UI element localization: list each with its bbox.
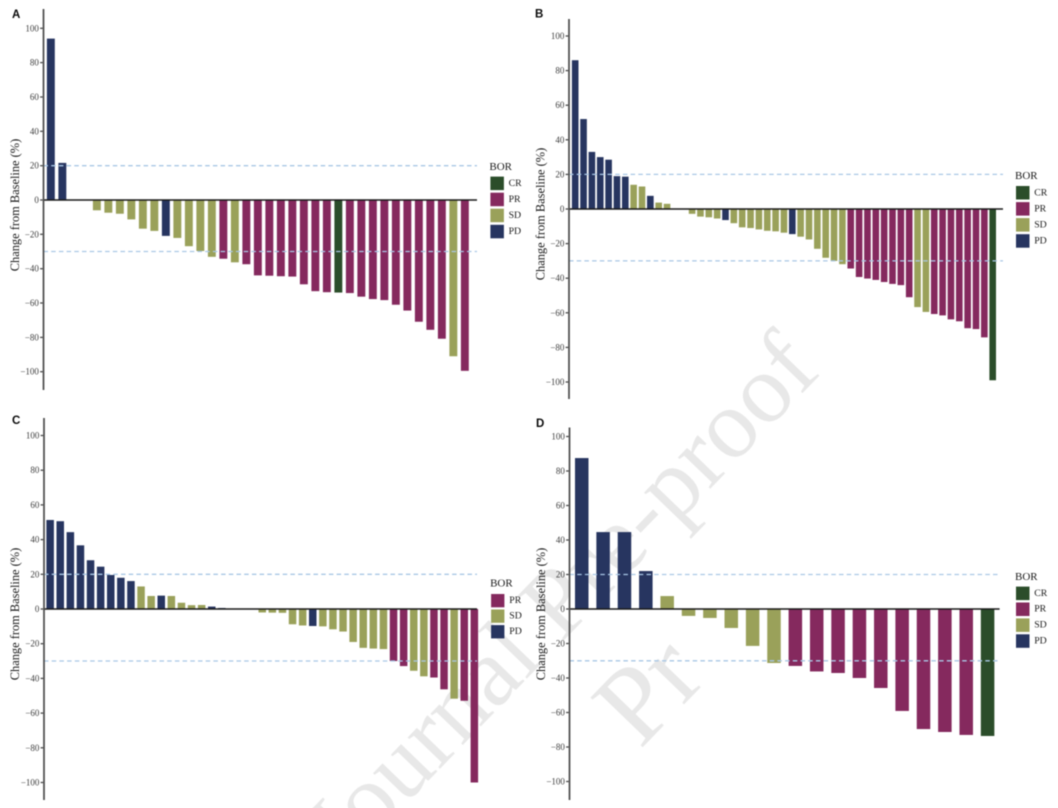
svg-text:BOR: BOR <box>1015 170 1038 182</box>
svg-text:60: 60 <box>555 100 565 110</box>
svg-text:Change from Baseline (%): Change from Baseline (%) <box>8 548 22 680</box>
svg-text:20: 20 <box>30 161 40 171</box>
svg-text:PD: PD <box>1034 235 1047 246</box>
svg-text:−80: −80 <box>550 342 565 352</box>
svg-text:−20: −20 <box>551 639 566 649</box>
svg-text:−60: −60 <box>25 298 40 308</box>
svg-text:PR: PR <box>509 595 521 606</box>
svg-text:0: 0 <box>560 604 565 614</box>
svg-text:−60: −60 <box>25 708 40 718</box>
svg-text:−40: −40 <box>25 673 40 683</box>
svg-text:20: 20 <box>556 570 566 580</box>
svg-text:−100: −100 <box>546 377 565 387</box>
svg-text:−40: −40 <box>550 273 565 283</box>
svg-text:40: 40 <box>30 535 40 545</box>
svg-text:PR: PR <box>509 194 521 205</box>
svg-text:D: D <box>536 418 544 430</box>
svg-text:−80: −80 <box>25 332 40 342</box>
svg-text:PR: PR <box>1034 604 1046 615</box>
svg-text:B: B <box>535 8 543 20</box>
svg-text:60: 60 <box>556 501 566 511</box>
svg-text:40: 40 <box>30 126 40 136</box>
svg-text:−20: −20 <box>25 639 40 649</box>
svg-text:Change from Baseline (%): Change from Baseline (%) <box>534 548 548 680</box>
svg-text:SD: SD <box>1034 620 1047 631</box>
svg-text:100: 100 <box>25 23 39 33</box>
svg-text:PD: PD <box>509 626 522 637</box>
svg-text:20: 20 <box>30 569 40 579</box>
svg-text:80: 80 <box>30 465 40 475</box>
svg-text:−20: −20 <box>550 239 565 249</box>
svg-text:−60: −60 <box>551 708 566 718</box>
svg-text:CR: CR <box>1034 187 1048 198</box>
svg-text:CR: CR <box>1034 588 1048 599</box>
svg-text:SD: SD <box>1034 219 1047 230</box>
svg-text:100: 100 <box>551 432 565 442</box>
svg-text:BOR: BOR <box>489 161 512 173</box>
svg-text:80: 80 <box>555 66 565 76</box>
svg-text:−100: −100 <box>546 777 565 787</box>
svg-text:−80: −80 <box>25 743 40 753</box>
svg-text:20: 20 <box>555 169 565 179</box>
svg-text:−100: −100 <box>21 778 40 788</box>
svg-text:−80: −80 <box>551 742 566 752</box>
svg-text:Change from Baseline (%): Change from Baseline (%) <box>8 139 22 271</box>
svg-text:BOR: BOR <box>1015 571 1038 583</box>
svg-text:−40: −40 <box>551 673 566 683</box>
svg-text:100: 100 <box>551 31 565 41</box>
svg-text:SD: SD <box>509 210 522 221</box>
svg-text:0: 0 <box>34 195 39 205</box>
svg-text:40: 40 <box>556 535 566 545</box>
svg-text:−60: −60 <box>550 308 565 318</box>
svg-text:80: 80 <box>556 466 566 476</box>
svg-text:0: 0 <box>35 604 40 614</box>
svg-text:60: 60 <box>30 500 40 510</box>
svg-text:SD: SD <box>509 611 522 622</box>
svg-text:−100: −100 <box>20 367 39 377</box>
svg-text:A: A <box>12 9 20 21</box>
svg-text:60: 60 <box>30 92 40 102</box>
svg-text:Change from Baseline (%): Change from Baseline (%) <box>534 148 548 280</box>
svg-text:0: 0 <box>560 204 565 214</box>
svg-text:BOR: BOR <box>490 578 513 590</box>
svg-text:40: 40 <box>555 135 565 145</box>
svg-text:PR: PR <box>1034 203 1046 214</box>
svg-text:CR: CR <box>509 178 523 189</box>
svg-text:PD: PD <box>1034 636 1047 647</box>
svg-text:C: C <box>12 415 20 427</box>
svg-text:−20: −20 <box>25 229 40 239</box>
svg-text:100: 100 <box>26 431 40 441</box>
svg-text:80: 80 <box>30 58 40 68</box>
svg-text:PD: PD <box>509 226 522 237</box>
svg-text:−40: −40 <box>25 264 40 274</box>
